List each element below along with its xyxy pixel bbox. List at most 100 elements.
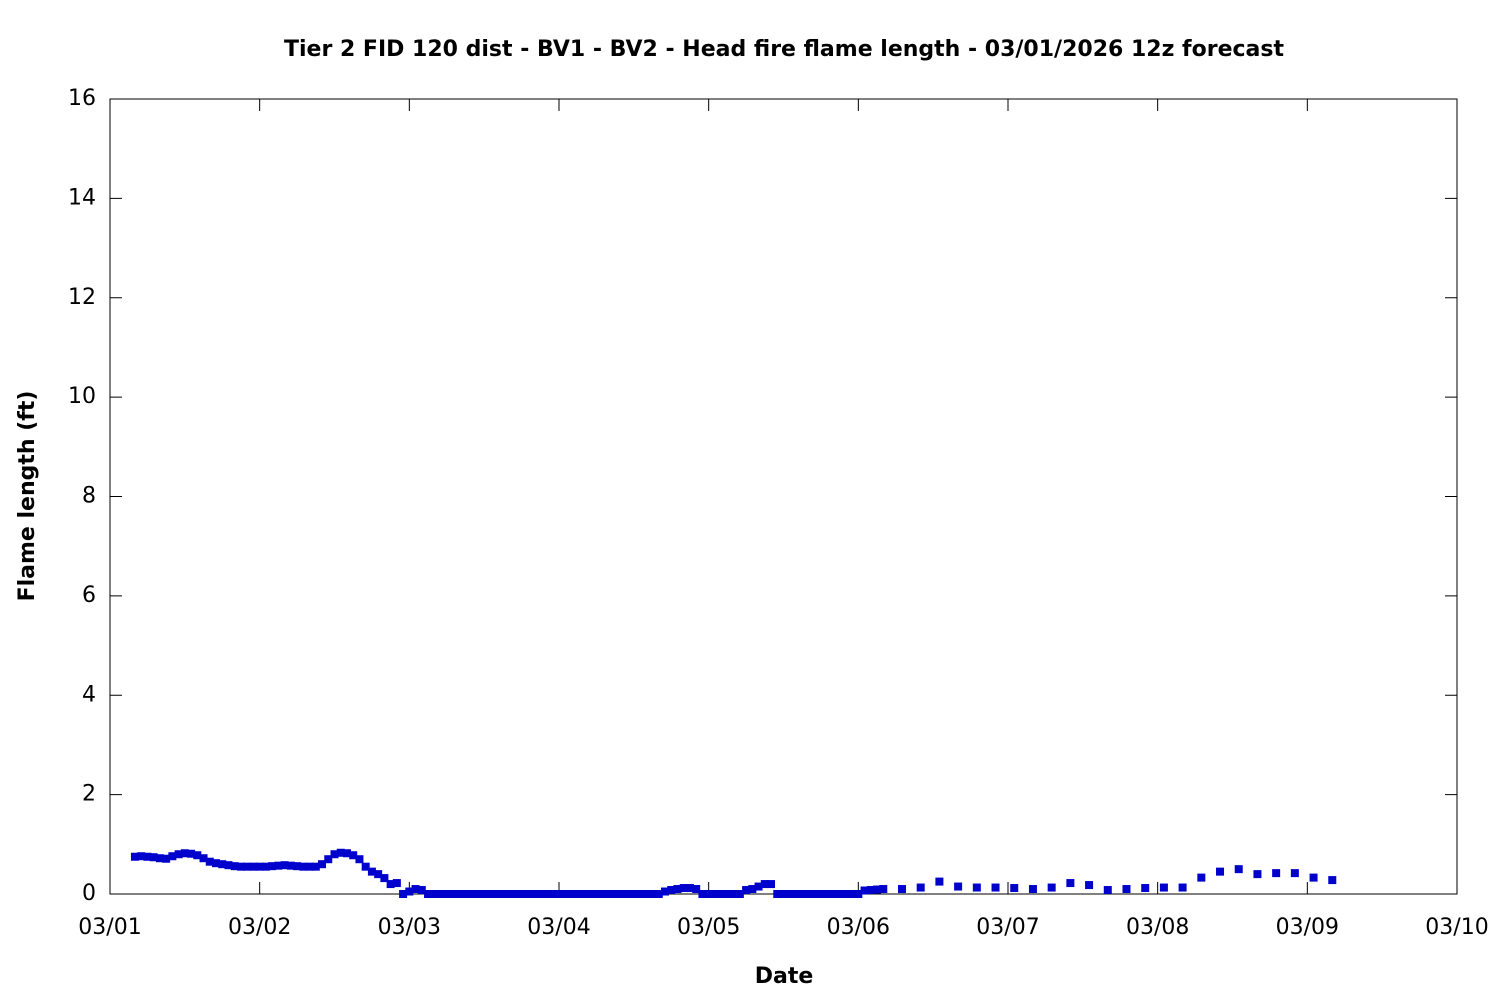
- point: [617, 890, 626, 898]
- point: [1066, 879, 1075, 888]
- y-tick-label: 6: [82, 583, 96, 608]
- point: [342, 849, 351, 858]
- point: [742, 886, 751, 895]
- point: [810, 890, 819, 898]
- point: [954, 882, 963, 891]
- point: [1253, 870, 1262, 879]
- point: [492, 890, 501, 898]
- point: [916, 883, 925, 892]
- point: [517, 890, 526, 898]
- point: [367, 867, 376, 876]
- point: [648, 890, 657, 898]
- x-tick-label: 03/03: [378, 915, 441, 940]
- point: [592, 890, 601, 898]
- point: [779, 890, 788, 898]
- point: [611, 890, 620, 898]
- point: [255, 862, 264, 871]
- point: [293, 862, 302, 871]
- point: [1216, 867, 1225, 876]
- point: [405, 887, 414, 896]
- x-tick-label: 03/10: [1425, 915, 1488, 940]
- point: [268, 862, 277, 871]
- point: [480, 890, 489, 898]
- point: [798, 890, 807, 898]
- point: [430, 890, 439, 898]
- point: [561, 890, 570, 898]
- y-tick-label: 12: [68, 285, 96, 310]
- point: [586, 890, 595, 898]
- point: [854, 890, 863, 898]
- point: [349, 851, 358, 860]
- x-tick-label: 03/02: [228, 915, 291, 940]
- point: [461, 890, 470, 898]
- point: [1309, 873, 1318, 882]
- point: [212, 859, 221, 868]
- point: [336, 848, 345, 857]
- y-tick-label: 10: [68, 384, 96, 409]
- point: [187, 849, 196, 858]
- point: [692, 885, 701, 894]
- point: [324, 855, 333, 864]
- point: [424, 890, 433, 898]
- point: [623, 890, 632, 898]
- point: [168, 852, 177, 861]
- point: [455, 890, 464, 898]
- point: [174, 850, 183, 859]
- point: [411, 885, 420, 894]
- point: [473, 890, 482, 898]
- point: [673, 885, 682, 894]
- point: [1085, 881, 1094, 890]
- point: [767, 880, 776, 889]
- point: [760, 880, 769, 889]
- point: [305, 862, 314, 871]
- point: [498, 890, 507, 898]
- point: [536, 890, 545, 898]
- point: [1290, 869, 1299, 878]
- y-tick-label: 14: [68, 185, 96, 210]
- point: [436, 890, 445, 898]
- point: [467, 890, 476, 898]
- point: [1197, 873, 1206, 882]
- point: [710, 890, 719, 898]
- point: [486, 890, 495, 898]
- point: [286, 861, 295, 870]
- point: [1122, 885, 1131, 894]
- point: [355, 855, 364, 864]
- point: [542, 890, 551, 898]
- point: [1234, 865, 1243, 874]
- point: [729, 890, 738, 898]
- point: [636, 890, 645, 898]
- point: [791, 890, 800, 898]
- point: [573, 890, 582, 898]
- point: [1028, 885, 1037, 894]
- point: [748, 885, 757, 894]
- point: [804, 890, 813, 898]
- point: [816, 890, 825, 898]
- y-tick-label: 8: [82, 484, 96, 509]
- point: [1328, 876, 1337, 885]
- point: [873, 885, 882, 894]
- point: [1141, 884, 1150, 893]
- point: [236, 862, 245, 871]
- point: [249, 862, 258, 871]
- point: [829, 890, 838, 898]
- point: [417, 886, 426, 895]
- point: [230, 862, 239, 871]
- point: [261, 862, 270, 871]
- point: [935, 877, 944, 886]
- point: [243, 862, 252, 871]
- point: [567, 890, 576, 898]
- x-tick-label: 03/09: [1276, 915, 1339, 940]
- point: [704, 890, 713, 898]
- y-tick-label: 2: [82, 782, 96, 807]
- point: [399, 890, 408, 898]
- point: [629, 890, 638, 898]
- point: [130, 852, 139, 861]
- point: [380, 874, 389, 883]
- point: [654, 890, 663, 898]
- point: [386, 880, 395, 889]
- point: [180, 849, 189, 858]
- point: [311, 862, 320, 871]
